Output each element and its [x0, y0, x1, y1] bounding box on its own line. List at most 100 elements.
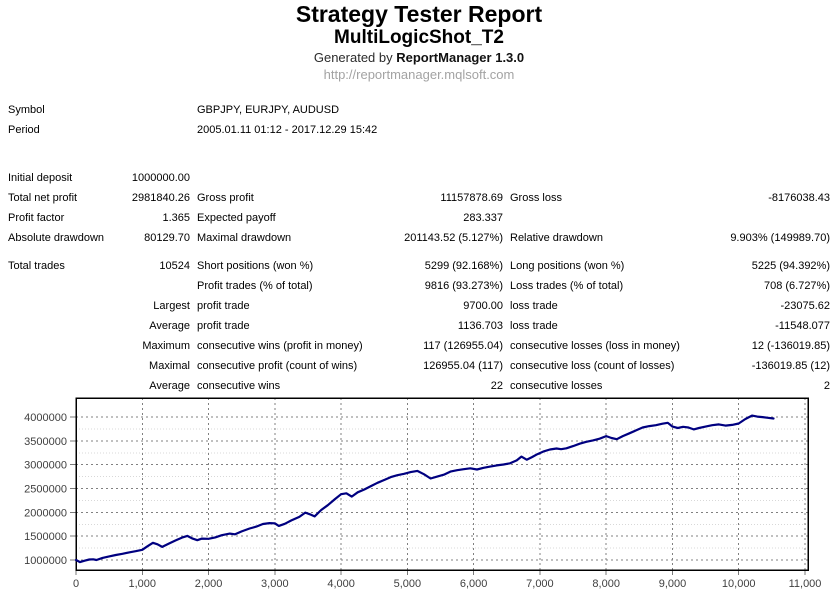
- stat-value: 117 (126955.04): [423, 340, 503, 352]
- stat-label: Total net profit: [8, 192, 78, 204]
- stat-value: 708 (6.727%): [763, 280, 830, 292]
- y-axis-tick-label: 3000000: [24, 460, 67, 472]
- balance-chart-svg: 1000000 1500000 2000000 2500000 3000000 35000…: [24, 397, 822, 590]
- stat-value: -11548.077: [775, 320, 830, 332]
- x-axis-tick-label: 0: [73, 578, 79, 590]
- stat-label: Profit factor: [8, 212, 65, 224]
- table-row: Maximum consecutive wins (profit in money…: [8, 336, 830, 356]
- stat-value: 9700.00: [463, 300, 503, 312]
- table-row: Average consecutive wins 22 consecutive los…: [8, 376, 830, 396]
- period-value: 2005.01.11 01:12 - 2017.12.29 15:42: [197, 124, 378, 136]
- generated-by-prefix: Generated by: [313, 50, 397, 65]
- stat-label: Loss trades (% of total): [510, 280, 624, 292]
- stat-value: 283.337: [463, 212, 503, 224]
- stat-label: Profit trades (% of total): [197, 280, 313, 292]
- stat-value: 201143.52 (5.127%): [404, 232, 503, 244]
- balance-curve: [74, 414, 775, 564]
- x-axis-tick-label: 3,000: [261, 578, 289, 590]
- stat-value: 2981840.26: [131, 192, 190, 204]
- period-row: Period 2005.01.11 01:12 - 2017.12.29 15:…: [8, 120, 830, 140]
- stat-value: 10524: [159, 260, 190, 272]
- table-row: Profit trades (% of total) 9816 (93.273%)…: [8, 276, 830, 296]
- stat-label: loss trade: [510, 300, 558, 312]
- stat-value: 9.903% (149989.70): [730, 232, 830, 244]
- stat-label: loss trade: [510, 320, 558, 332]
- stat-label: Long positions (won %): [510, 260, 625, 272]
- stat-value: Average: [149, 320, 190, 332]
- stat-value: Average: [149, 380, 190, 392]
- y-axis-tick-label: 2000000: [24, 507, 67, 519]
- stat-value: 11157878.69: [440, 192, 503, 204]
- stat-value: -8176038.43: [768, 192, 830, 204]
- stat-value: Maximum: [142, 340, 190, 352]
- stats-table-upper: Initial deposit 1000000.00 Total net profi…: [8, 168, 830, 248]
- symbol-label: Symbol: [8, 104, 45, 116]
- stat-label: [503, 168, 683, 188]
- stat-value: -23075.62: [780, 300, 830, 312]
- x-axis-tick-label: 7,000: [526, 578, 554, 590]
- stat-label: consecutive wins: [197, 380, 281, 392]
- x-axis-tick-label: 1,000: [129, 578, 157, 590]
- x-axis-tick-label: 8,000: [592, 578, 620, 590]
- info-table: Symbol GBPJPY, EURJPY, AUDUSD Period 200…: [8, 100, 830, 140]
- stat-label: consecutive loss (count of losses): [510, 360, 675, 372]
- stat-value: 12 (-136019.85): [751, 340, 830, 352]
- period-label: Period: [8, 124, 40, 136]
- table-row: Initial deposit 1000000.00: [8, 168, 830, 188]
- stat-label: Total trades: [8, 260, 65, 272]
- stat-value: 22: [490, 380, 503, 392]
- table-row: Total trades 10524 Short positions (won %)…: [8, 256, 830, 276]
- y-axis-tick-label: 2500000: [24, 484, 67, 496]
- stat-label: consecutive losses: [510, 380, 603, 392]
- stat-value: 80129.70: [144, 232, 190, 244]
- stat-label: [8, 276, 107, 296]
- stat-label: Expected payoff: [197, 212, 276, 224]
- stat-label: Short positions (won %): [197, 260, 314, 272]
- table-row: Total net profit 2981840.26 Gross profit 11…: [8, 188, 830, 208]
- stat-value: 1136.703: [457, 320, 503, 332]
- table-row: Largest profit trade 9700.00 loss trade -230…: [8, 296, 830, 316]
- x-axis-tick-label: 11,000: [789, 578, 822, 590]
- balance-chart: 1000000 1500000 2000000 2500000 3000000 35000…: [0, 393, 838, 596]
- stat-value: [683, 168, 830, 188]
- x-axis-tick-label: 9,000: [659, 578, 687, 590]
- y-axis-tick-label: 1500000: [24, 531, 67, 543]
- stat-label: consecutive profit (count of wins): [197, 360, 358, 372]
- y-axis-tick-label: 3500000: [24, 436, 67, 448]
- stat-label: profit trade: [197, 300, 250, 312]
- x-axis-tick-label: 2,000: [195, 578, 223, 590]
- stat-value: [380, 168, 503, 188]
- stat-value: [107, 276, 190, 296]
- stat-value: Largest: [153, 300, 190, 312]
- generated-by-line: Generated by ReportManager 1.3.0: [0, 50, 838, 66]
- stat-label: Absolute drawdown: [8, 232, 105, 244]
- generator-name: ReportManager 1.3.0: [396, 50, 525, 65]
- stat-value: [683, 208, 830, 228]
- stat-label: [8, 296, 107, 316]
- stat-label: profit trade: [197, 320, 250, 332]
- stat-label: [503, 208, 683, 228]
- stat-value: 2: [823, 380, 830, 392]
- table-row: Average profit trade 1136.703 loss trade -11…: [8, 316, 830, 336]
- stat-value: 1000000.00: [131, 172, 190, 184]
- symbol-value: GBPJPY, EURJPY, AUDUSD: [197, 104, 340, 116]
- stat-label: [8, 356, 107, 376]
- stat-label: [190, 168, 380, 188]
- stat-label: Relative drawdown: [510, 232, 603, 244]
- stats-table-lower: Total trades 10524 Short positions (won %)…: [8, 256, 830, 396]
- stat-value: 126955.04 (117): [423, 360, 503, 372]
- table-row: Maximal consecutive profit (count of wins…: [8, 356, 830, 376]
- stat-value: 9816 (93.273%): [424, 280, 503, 292]
- table-row: Absolute drawdown 80129.70 Maximal drawdow…: [8, 228, 830, 248]
- expert-name: MultiLogicShot_T2: [334, 27, 504, 48]
- stat-value: Maximal: [149, 360, 190, 372]
- stat-label: Maximal drawdown: [197, 232, 292, 244]
- symbol-row: Symbol GBPJPY, EURJPY, AUDUSD: [8, 100, 830, 120]
- stat-value: 1.365: [162, 212, 190, 224]
- stat-value: -136019.85 (12): [751, 360, 830, 372]
- report-url[interactable]: http://reportmanager.mqlsoft.com: [323, 67, 515, 82]
- stat-label: [8, 316, 107, 336]
- y-axis-tick-label: 1000000: [24, 555, 67, 567]
- stat-value: 5225 (94.392%): [751, 260, 830, 272]
